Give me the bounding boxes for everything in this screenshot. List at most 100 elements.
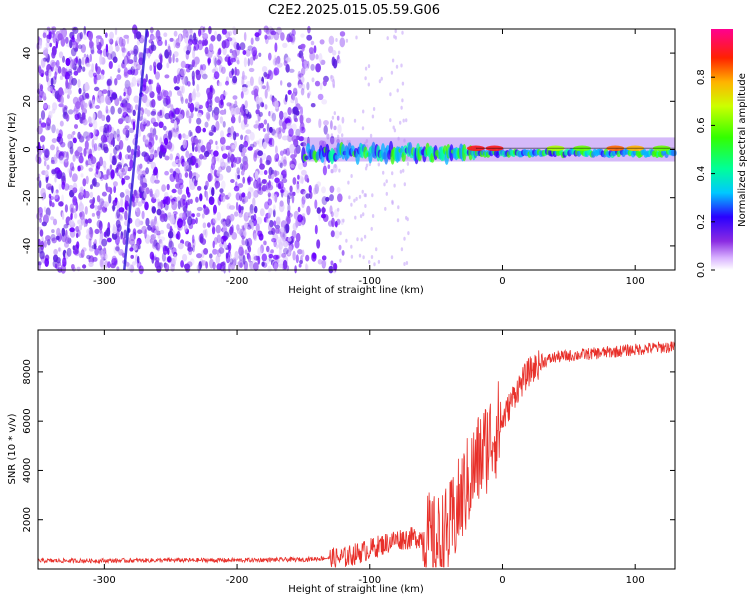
noise-speck (361, 189, 364, 194)
noise-speck (317, 93, 324, 101)
noise-speck (238, 46, 241, 51)
noise-speck (54, 194, 60, 202)
noise-speck (51, 169, 57, 175)
noise-speck (284, 118, 291, 124)
noise-speck (120, 167, 126, 173)
noise-speck (195, 91, 201, 98)
noise-speck (262, 141, 267, 149)
noise-speck (220, 192, 226, 203)
noise-speck (245, 129, 252, 134)
noise-speck (242, 70, 245, 80)
noise-speck (261, 66, 268, 73)
noise-speck (390, 70, 394, 75)
noise-speck (187, 198, 191, 206)
noise-speck (144, 201, 149, 211)
noise-speck (145, 99, 151, 108)
noise-speck (107, 221, 111, 231)
noise-speck (228, 70, 234, 79)
noise-speck (78, 58, 82, 67)
noise-speck (314, 224, 318, 235)
noise-speck (109, 187, 113, 195)
noise-speck (331, 115, 335, 120)
noise-speck (58, 129, 63, 139)
noise-speck (86, 254, 91, 260)
noise-speck (67, 184, 74, 191)
noise-speck (38, 66, 42, 74)
noise-speck (265, 257, 270, 264)
noise-speck (402, 118, 405, 123)
noise-speck (40, 110, 46, 120)
noise-speck (225, 253, 231, 264)
noise-speck (359, 214, 363, 219)
noise-speck (362, 212, 365, 217)
noise-speck (249, 76, 254, 86)
noise-speck (264, 104, 268, 110)
noise-speck (364, 166, 368, 171)
noise-speck (232, 257, 237, 265)
noise-speck (195, 196, 199, 203)
noise-speck (321, 206, 325, 215)
noise-speck (300, 43, 306, 49)
noise-speck (247, 146, 253, 151)
noise-speck (382, 170, 385, 175)
noise-speck (383, 182, 386, 187)
noise-speck (157, 231, 161, 239)
noise-speck (95, 63, 98, 72)
noise-speck (56, 128, 59, 135)
noise-speck (319, 82, 323, 91)
noise-speck (319, 39, 325, 45)
noise-speck (211, 157, 215, 164)
noise-speck (86, 228, 91, 235)
noise-speck (94, 86, 100, 92)
noise-speck (78, 253, 84, 259)
noise-speck (238, 204, 242, 214)
noise-speck (373, 262, 376, 267)
noise-speck (175, 159, 181, 164)
noise-speck (69, 146, 74, 155)
noise-speck (310, 40, 315, 46)
noise-speck (60, 172, 66, 182)
noise-speck (111, 231, 118, 240)
noise-speck (103, 127, 108, 133)
noise-speck (85, 175, 89, 185)
noise-speck (93, 128, 97, 135)
noise-speck (45, 41, 50, 48)
noise-speck (314, 80, 321, 87)
noise-speck (65, 113, 70, 122)
noise-speck (259, 208, 265, 217)
noise-speck (242, 254, 246, 265)
noise-speck (238, 246, 244, 256)
noise-speck (282, 174, 287, 179)
noise-speck (211, 150, 214, 157)
noise-speck (239, 262, 243, 269)
noise-speck (230, 179, 235, 183)
noise-speck (129, 247, 134, 252)
noise-speck (38, 180, 42, 189)
noise-speck (282, 135, 288, 141)
noise-speck (159, 262, 163, 269)
noise-speck (207, 222, 211, 228)
noise-speck (84, 102, 88, 109)
colorbar-tick-label: 0.8 (696, 69, 707, 85)
noise-speck (221, 40, 227, 49)
noise-speck (163, 32, 168, 37)
noise-speck (55, 189, 59, 194)
noise-speck (265, 159, 271, 166)
noise-speck (216, 170, 221, 177)
noise-speck (403, 182, 406, 187)
noise-speck (64, 204, 68, 213)
noise-speck (39, 135, 46, 143)
noise-speck (63, 152, 69, 163)
noise-speck (149, 153, 155, 161)
noise-speck (45, 183, 52, 190)
noise-speck (165, 196, 171, 206)
noise-speck (159, 213, 166, 223)
noise-speck (329, 205, 333, 215)
noise-speck (231, 162, 234, 169)
noise-speck (274, 57, 278, 66)
noise-speck (65, 79, 69, 89)
noise-speck (227, 192, 232, 198)
noise-speck (274, 227, 280, 234)
noise-speck (61, 151, 68, 158)
noise-speck (401, 81, 405, 86)
